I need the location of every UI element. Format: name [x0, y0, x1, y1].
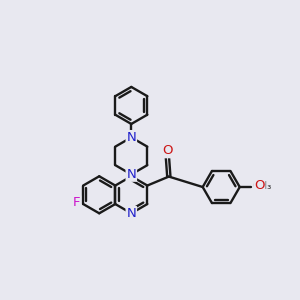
Text: N: N	[126, 131, 136, 144]
Text: O: O	[163, 144, 173, 158]
Text: CH₃: CH₃	[253, 181, 272, 191]
Text: O: O	[254, 179, 265, 192]
Text: F: F	[73, 196, 80, 209]
Text: N: N	[126, 207, 136, 220]
Text: N: N	[126, 168, 136, 181]
